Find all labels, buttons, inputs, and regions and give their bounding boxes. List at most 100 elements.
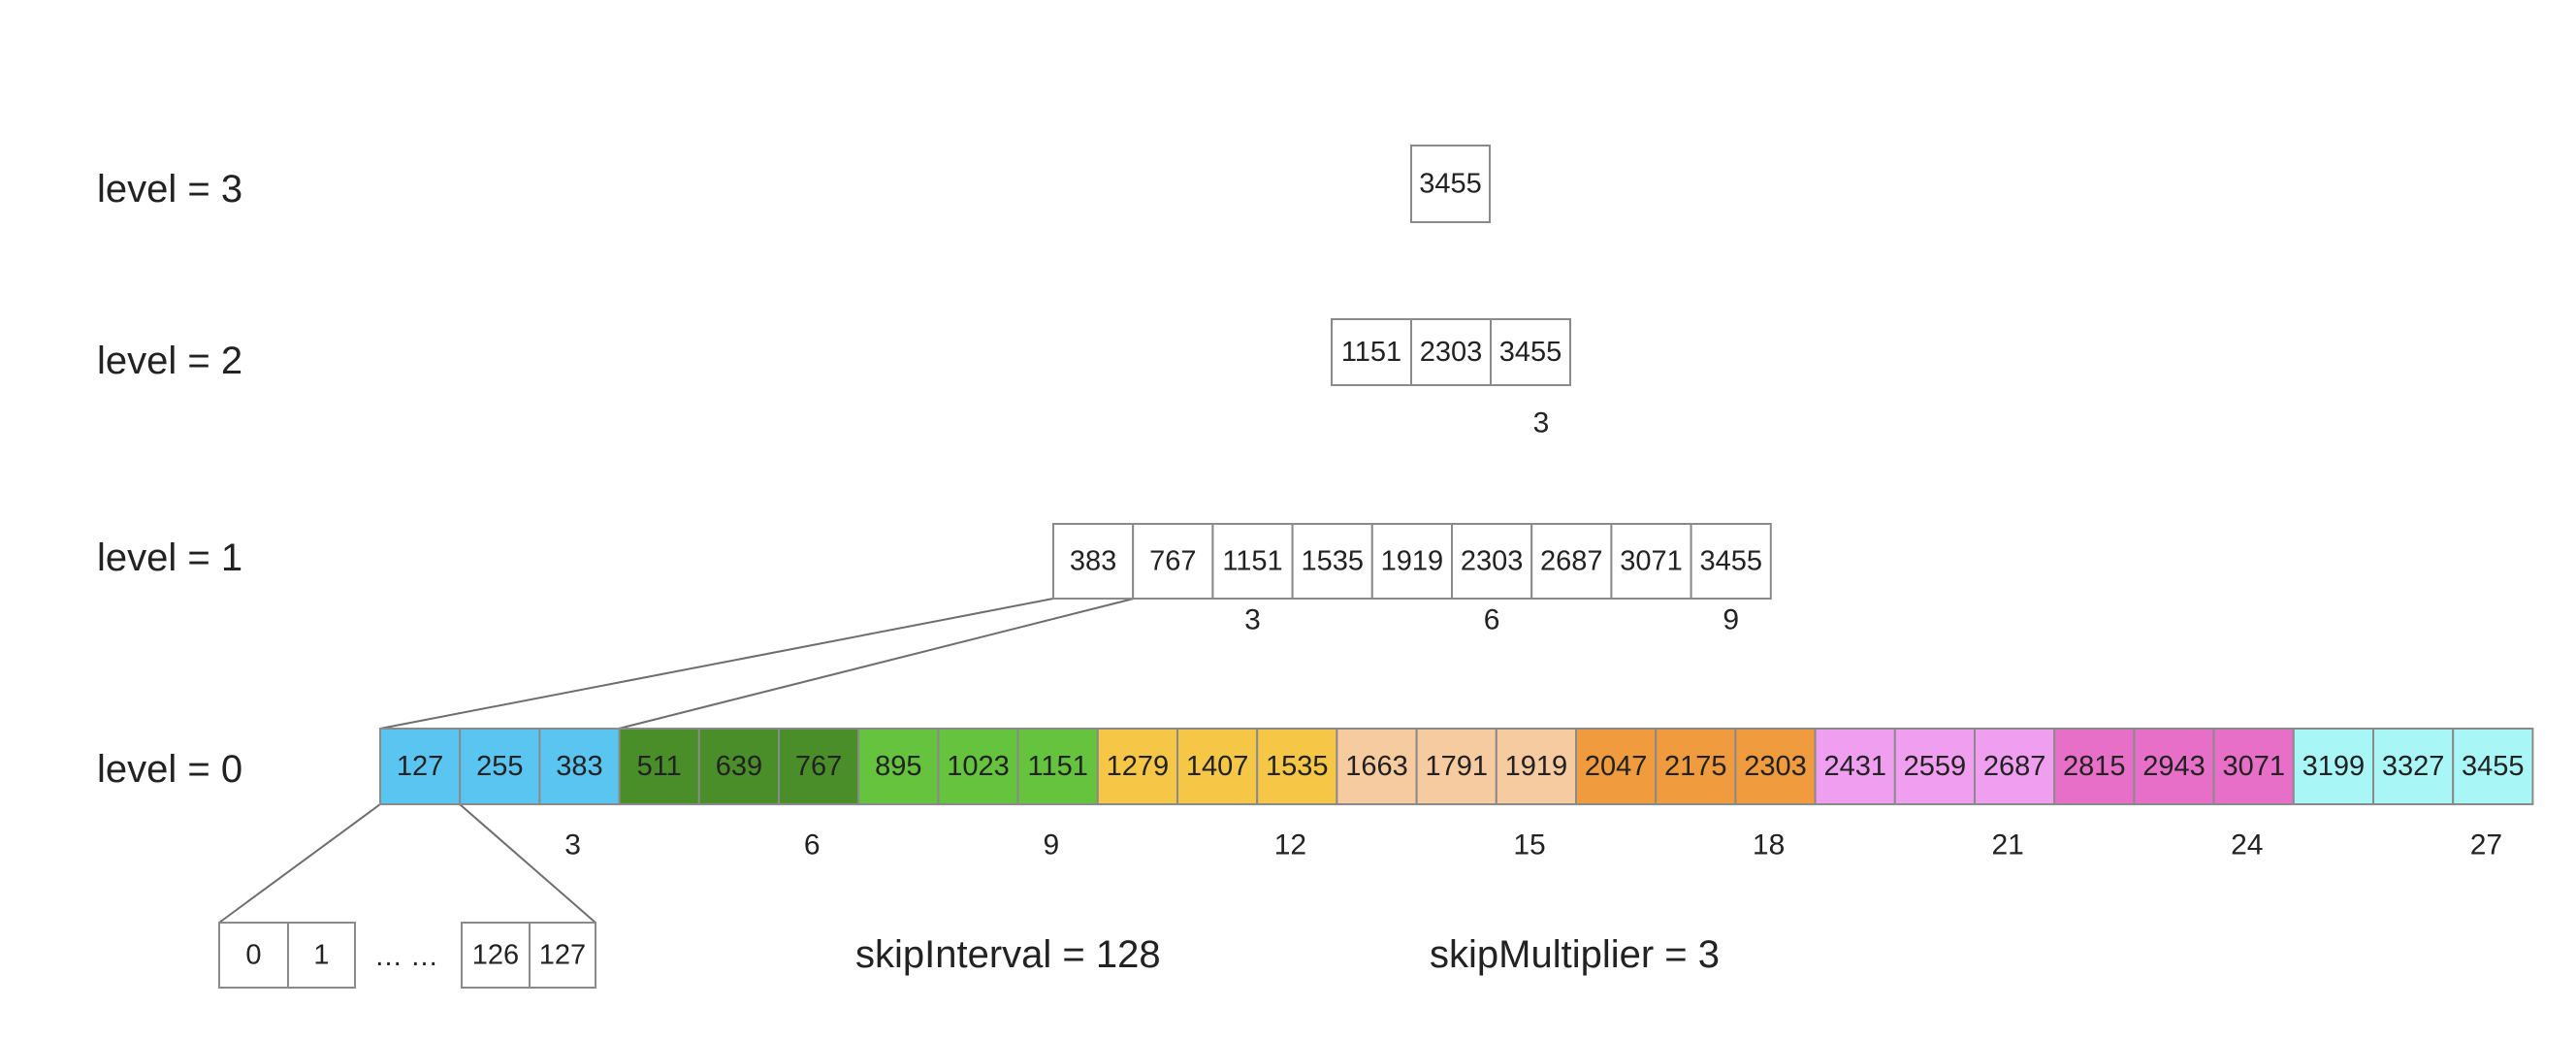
level-1-cell xyxy=(1370,523,1454,600)
level-0-cell xyxy=(2053,728,2136,805)
level-0-cell xyxy=(937,728,1019,805)
level-1-cell xyxy=(1451,523,1533,600)
level-1-cell xyxy=(1132,523,1214,600)
level-1-cell-value: 1151 xyxy=(1222,546,1282,577)
level-0-cell-value: 3327 xyxy=(2382,751,2445,782)
level-0-index-label: 3 xyxy=(564,829,581,861)
level-2-row: 1151 2303 3455 3 xyxy=(1331,318,1571,439)
level-0-index-label: 21 xyxy=(1992,829,2024,861)
level-0-cell xyxy=(857,728,940,805)
level-0-cell xyxy=(1016,728,1099,805)
block-cell-text: 0 xyxy=(245,940,261,971)
level-1-cell-value: 1919 xyxy=(1381,546,1444,577)
level-0-cell xyxy=(1575,728,1658,805)
level-0-cell xyxy=(697,728,780,805)
level-1-cell-value: 1535 xyxy=(1301,546,1364,577)
level-0-cell xyxy=(1974,728,2056,805)
level-0-cell-value: 2047 xyxy=(1585,751,1648,782)
level-0-cell-value: 2175 xyxy=(1664,751,1727,782)
level-1-cell xyxy=(1530,523,1613,600)
level-0-cell xyxy=(1495,728,1578,805)
level-0-cell-value: 2687 xyxy=(1983,751,2046,782)
block-cell xyxy=(287,922,356,989)
level-0-cell-value: 3071 xyxy=(2222,751,2285,782)
level-1-label: level = 1 xyxy=(97,536,242,579)
level-1-cell-value: 2303 xyxy=(1461,546,1524,577)
level-1-index-label: 3 xyxy=(1244,604,1261,636)
level-2-cell xyxy=(1410,318,1492,386)
level-0-cell-value: 511 xyxy=(637,751,682,782)
level-0-index-label: 9 xyxy=(1043,829,1059,861)
level-0-cell-value: 1919 xyxy=(1505,751,1568,782)
level-0-cell-value: 2431 xyxy=(1823,751,1886,782)
level-2-index-label: 3 xyxy=(1533,407,1550,439)
level-0-cell-value: 2303 xyxy=(1744,751,1807,782)
level-0-index-label: 6 xyxy=(804,829,821,861)
level-0-cell xyxy=(1256,728,1338,805)
block-cell xyxy=(218,922,289,989)
block-cell-text: 126 xyxy=(472,940,519,971)
block-cell-text: 1 xyxy=(313,940,329,971)
level-0-cell xyxy=(2292,728,2375,805)
level-1-index-label: 6 xyxy=(1484,604,1500,636)
level-0-cell-value: 895 xyxy=(875,751,921,782)
level-0-cell-value: 383 xyxy=(556,751,602,782)
level-2-cell-value: 1151 xyxy=(1341,337,1401,368)
level-0-row: 127 255 383 511 639 767 895 1023 1151 1279 1407 153… xyxy=(379,728,2534,861)
level1-to-level0-connector xyxy=(379,598,1054,730)
level-0-cell-value: 3199 xyxy=(2302,751,2366,782)
level-1-cell xyxy=(1690,523,1772,600)
level-0-cell xyxy=(778,728,860,805)
skip-interval-label: skipInterval = 128 xyxy=(855,933,1161,976)
level-0-cell-value: 255 xyxy=(476,751,523,782)
block-cell-text: 127 xyxy=(539,940,586,971)
level-1-cell-value: 3455 xyxy=(1699,546,1762,577)
level-3-cell xyxy=(1410,145,1491,223)
level-3-row: 3455 xyxy=(1410,145,1491,223)
skip-multiplier-label: skipMultiplier = 3 xyxy=(1430,933,1720,976)
level-3-label: level = 3 xyxy=(97,168,242,211)
level-0-cell xyxy=(2212,728,2295,805)
level-0-cell-value: 1663 xyxy=(1345,751,1408,782)
level-0-cell xyxy=(1176,728,1259,805)
level-0-cell-value: 2943 xyxy=(2142,751,2206,782)
level-0-cell xyxy=(2452,728,2534,805)
level-0-index-label: 24 xyxy=(2231,829,2263,861)
level-1-cell xyxy=(1610,523,1692,600)
level-0-cell-value: 639 xyxy=(716,751,762,782)
level-1-cell-value: 383 xyxy=(1070,546,1116,577)
level-0-cell-value: 1791 xyxy=(1425,751,1488,782)
level-0-cell-value: 1151 xyxy=(1028,751,1088,782)
level-0-cell-value: 127 xyxy=(397,751,443,782)
level-2-cell-value: 2303 xyxy=(1420,337,1483,368)
level-1-row: 383 767 1151 1535 1919 2303 2687 3071 3455 3 6 9 xyxy=(1052,523,1772,636)
level-0-cell xyxy=(1415,728,1497,805)
level-0-index-label: 12 xyxy=(1274,829,1306,861)
level1-to-level0-connector xyxy=(618,598,1135,730)
level-1-cell-value: 2687 xyxy=(1540,546,1603,577)
level-2-cell xyxy=(1331,318,1412,386)
level-0-cell-value: 1023 xyxy=(947,751,1010,782)
level-2-cell-value: 3455 xyxy=(1499,337,1562,368)
interval-block: 0 1 … … 126 127 xyxy=(218,922,596,989)
level-0-index-label: 15 xyxy=(1513,829,1545,861)
level-0-index-label: 18 xyxy=(1753,829,1785,861)
level-0-cell-value: 1535 xyxy=(1266,751,1329,782)
level-1-index-label: 9 xyxy=(1723,604,1739,636)
level0-to-block-connector xyxy=(218,803,381,924)
level-2-label: level = 2 xyxy=(97,340,242,382)
level-3-cell-value: 3455 xyxy=(1419,169,1482,200)
level-1-cell-value: 3071 xyxy=(1620,546,1683,577)
level-0-cell-value: 3455 xyxy=(2462,751,2525,782)
level-0-cell-value: 2815 xyxy=(2063,751,2126,782)
level-0-cell-value: 1407 xyxy=(1186,751,1249,782)
level-0-label: level = 0 xyxy=(97,748,242,791)
level-0-index-label: 27 xyxy=(2470,829,2502,861)
block-ellipsis: … … xyxy=(374,941,438,972)
level-0-cell-value: 2559 xyxy=(1904,751,1967,782)
level-0-cell xyxy=(379,728,462,805)
block-cell xyxy=(461,922,531,989)
level-2-cell xyxy=(1490,318,1571,386)
level-0-cell-value: 1279 xyxy=(1107,751,1170,782)
